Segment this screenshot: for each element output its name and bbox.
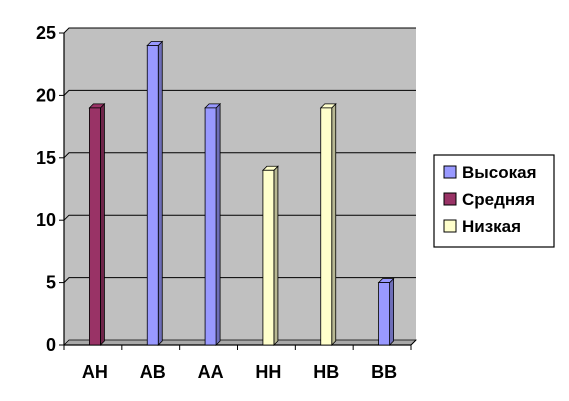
- floor-edge: [410, 339, 417, 346]
- x-tick-label: ВВ: [371, 362, 397, 382]
- plot-background: [64, 33, 411, 345]
- y-tick-label: 10: [36, 210, 56, 230]
- bar-front: [89, 107, 101, 346]
- bar-side-shade: [100, 103, 105, 345]
- legend-label: Низкая: [462, 217, 521, 236]
- bar-front: [320, 107, 333, 346]
- x-tick-label: НВ: [313, 362, 339, 382]
- legend-swatch: [443, 165, 457, 179]
- gridline: [63, 152, 416, 159]
- bar-side-shade: [158, 41, 163, 345]
- legend: Высокая Средняя Низкая: [433, 154, 555, 248]
- bar: [319, 102, 337, 346]
- bar-side-shade: [216, 103, 221, 345]
- legend-item: Низкая: [443, 217, 521, 236]
- bar-side-shade: [331, 103, 336, 345]
- x-tick-label: АВ: [140, 362, 166, 382]
- bar-front: [378, 282, 390, 346]
- legend-swatch: [443, 192, 457, 206]
- y-tick-label: 15: [36, 148, 56, 168]
- y-tick-label: 0: [46, 335, 56, 355]
- bar-front: [204, 107, 217, 346]
- bar-side-shade: [389, 278, 394, 345]
- bar: [88, 102, 106, 346]
- bar: [146, 40, 164, 346]
- gridline: [63, 277, 416, 283]
- bar: [377, 277, 395, 346]
- legend-swatch: [443, 219, 457, 233]
- bar: [204, 102, 222, 346]
- x-tick-label: АН: [82, 362, 108, 382]
- legend-item: Высокая: [443, 163, 537, 182]
- gridline: [63, 89, 416, 96]
- plot-area: 0 5 10 15 20 25 АН АВ АА НН НВ ВВ: [36, 23, 417, 382]
- gridline: [63, 214, 416, 221]
- y-tick-label: 5: [46, 273, 56, 293]
- plot-floor: [63, 339, 417, 346]
- legend-item: Средняя: [443, 190, 535, 209]
- bar-front: [262, 169, 275, 346]
- y-tick-label: 25: [36, 23, 56, 43]
- x-tick-label: АА: [198, 362, 224, 382]
- legend-label: Высокая: [462, 163, 537, 182]
- gridline: [63, 27, 416, 34]
- y-tick-label: 20: [36, 85, 56, 105]
- bar-side-shade: [273, 166, 278, 345]
- bar-front: [146, 45, 159, 346]
- x-tick-label: НН: [255, 362, 281, 382]
- legend-label: Средняя: [462, 190, 535, 209]
- bar: [261, 165, 279, 346]
